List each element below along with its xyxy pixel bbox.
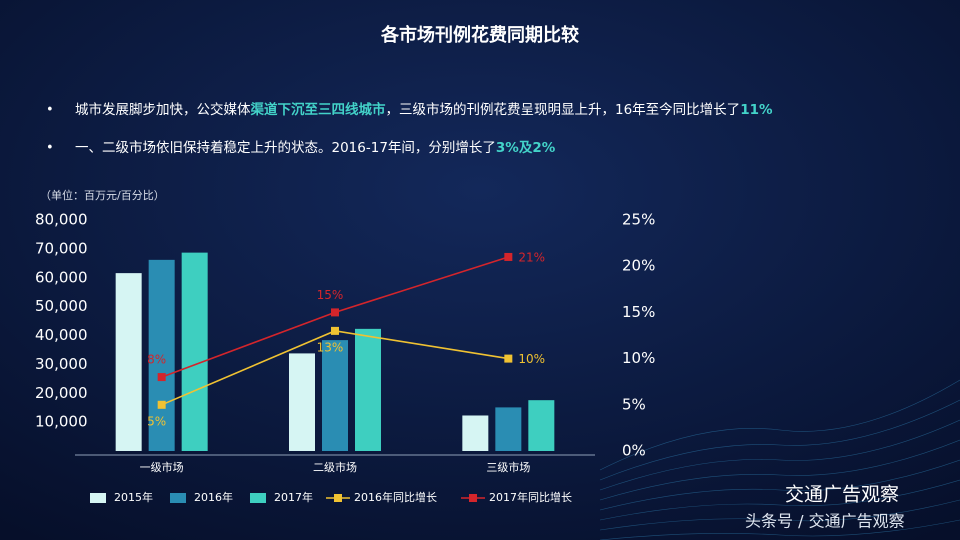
data-label: 5%: [147, 414, 166, 428]
legend-label: 2016年: [194, 490, 233, 504]
bar: [148, 259, 175, 451]
bullet-dot: •: [46, 103, 54, 118]
data-label: 8%: [147, 353, 166, 367]
bullet-segment: 一、二级市场依旧保持着稳定上升的状态。2016-17年间，分别增长了: [75, 139, 496, 156]
wave-decoration: [599, 379, 960, 540]
legend-swatch: [469, 494, 477, 502]
y-tick-label: 60,000: [35, 268, 88, 286]
data-label: 10%: [518, 352, 545, 366]
line-marker: [157, 373, 166, 382]
bullet-segment: 11%: [740, 102, 773, 118]
chart-title: 各市场刊例花费同期比较: [380, 24, 579, 46]
bar: [322, 340, 348, 451]
data-label: 21%: [518, 250, 545, 264]
watermark: 交通广告观察: [785, 484, 899, 506]
x-tick-label: 一级市场: [140, 460, 184, 474]
y2-tick-label: 5%: [622, 395, 646, 413]
legend-swatch: [334, 494, 342, 502]
y2-tick-label: 0%: [622, 442, 646, 460]
bullet-dot: •: [46, 141, 54, 156]
legend-label: 2016年同比增长: [354, 490, 437, 504]
legend-label: 2017年: [274, 490, 313, 504]
bar: [289, 353, 315, 451]
y-tick-label: 30,000: [35, 355, 88, 373]
line-marker: [157, 400, 166, 409]
x-tick-label: 二级市场: [313, 460, 357, 474]
bar: [355, 328, 381, 451]
data-label: 15%: [317, 288, 344, 302]
unit-label: （单位：百万元/百分比）: [40, 188, 165, 202]
bar: [115, 273, 142, 451]
line-marker: [331, 326, 339, 335]
bar: [462, 415, 489, 451]
y2-tick-label: 25%: [622, 211, 655, 229]
y-tick-label: 80,000: [35, 211, 88, 229]
legend-label: 2015年: [114, 490, 153, 504]
x-tick-label: 三级市场: [486, 460, 530, 474]
bar: [528, 400, 555, 451]
legend-swatch: [170, 493, 186, 503]
bullet-segment: 3%及2%: [496, 140, 556, 156]
legend-swatch: [250, 493, 266, 503]
legend-swatch: [90, 493, 106, 503]
bullet-text: 一、二级市场依旧保持着稳定上升的状态。2016-17年间，分别增长了3%及2%: [75, 139, 556, 156]
y2-tick-label: 15%: [622, 303, 655, 321]
legend-label: 2017年同比增长: [489, 490, 572, 504]
data-label: 13%: [317, 340, 344, 354]
bar: [495, 407, 522, 451]
bullet-segment: 城市发展脚步加快，公交媒体: [75, 101, 251, 118]
line-marker: [504, 354, 513, 363]
line-marker: [331, 308, 339, 317]
y2-tick-label: 10%: [622, 349, 655, 367]
y2-tick-label: 20%: [622, 257, 655, 275]
y-tick-label: 40,000: [35, 326, 88, 344]
bullet-segment: 渠道下沉至三四线城市: [250, 101, 386, 118]
y-tick-label: 50,000: [35, 297, 88, 315]
bullet-text: 城市发展脚步加快，公交媒体渠道下沉至三四线城市，三级市场的刊例花费呈现明显上升，…: [75, 101, 773, 118]
y-tick-label: 70,000: [35, 239, 88, 257]
bar: [181, 252, 208, 451]
watermark: 头条号 / 交通广告观察: [745, 512, 905, 531]
y-tick-label: 10,000: [35, 413, 88, 431]
bullet-segment: ，三级市场的刊例花费呈现明显上升，16年至今同比增长了: [386, 101, 741, 118]
line-marker: [504, 252, 513, 261]
y-tick-label: 20,000: [35, 384, 88, 402]
